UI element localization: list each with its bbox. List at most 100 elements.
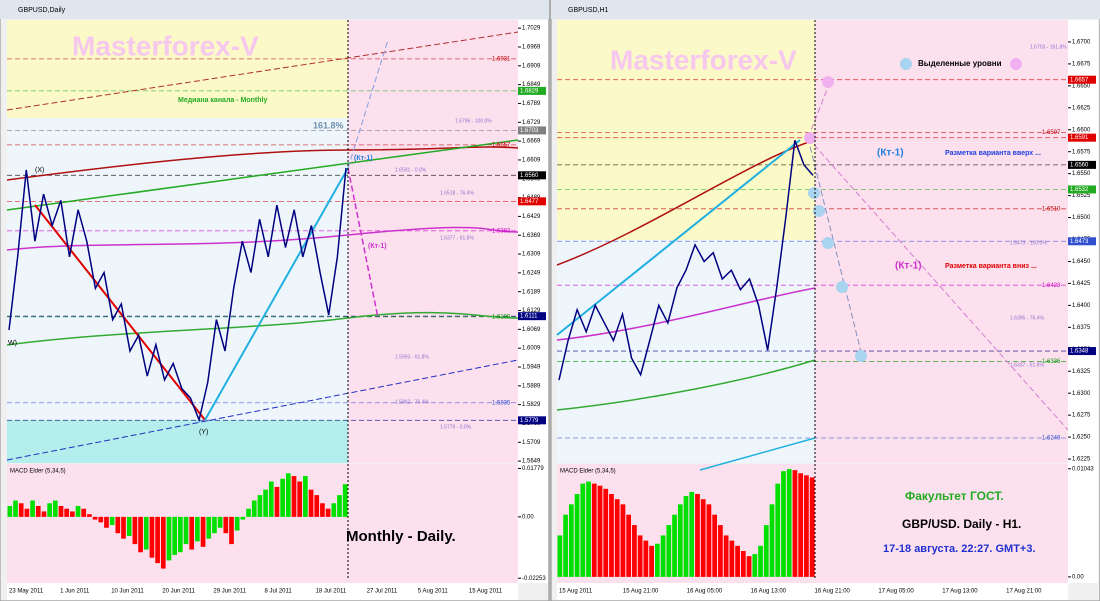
macd-bar	[325, 508, 331, 517]
price-tag-label: 1.6532	[1070, 187, 1089, 193]
macd-bar	[268, 481, 274, 517]
y-tick-label: 1.6549	[522, 176, 541, 182]
fib-label: 1.6518 - 76.4%	[440, 190, 474, 196]
time-axis	[7, 583, 518, 600]
macd-bar	[792, 470, 798, 577]
price-tag-label: 1.6657	[1070, 77, 1089, 83]
watermark: Masterforex-V	[610, 44, 797, 75]
y-tick-label: 0.01043	[1072, 466, 1094, 472]
annotation: (Кт-1)	[368, 243, 387, 250]
macd-bar	[195, 516, 200, 542]
watermark: Masterforex-V	[72, 30, 259, 61]
macd-bar	[603, 488, 609, 577]
macd-bar	[320, 503, 325, 517]
macd-bar	[568, 504, 574, 577]
macd-bar	[291, 476, 297, 517]
price-tag-label: 1.6348	[1070, 349, 1089, 355]
macd-bar	[706, 504, 712, 577]
macd-bar	[620, 504, 626, 577]
x-tick-label: 10 Jun 2011	[111, 589, 144, 595]
macd-bar	[695, 493, 700, 577]
price-tag-label: 1.6591	[1070, 135, 1089, 141]
price-line	[558, 140, 814, 381]
fib-label: 1.6377 - 61.8%	[440, 235, 474, 241]
macd-bar	[155, 516, 160, 564]
time-axis	[557, 583, 1068, 600]
y-tick-label: 1.6225	[1072, 457, 1091, 463]
y-tick-label: 1.6309	[522, 252, 541, 258]
price-tag-label: 1.6597	[1042, 130, 1061, 136]
y-tick-label: 1.6600	[1072, 127, 1091, 133]
price-tag	[1068, 133, 1096, 142]
wave-label: (X)	[35, 167, 44, 174]
y-tick-label: 1.6129	[522, 308, 541, 314]
channel-line	[6, 31, 519, 111]
macd-bar	[591, 483, 597, 577]
macd-bar	[98, 516, 104, 523]
x-tick-label: 1 Jun 2011	[60, 589, 90, 595]
wave-line	[34, 204, 206, 421]
macd-bar	[649, 545, 654, 577]
macd-bar	[285, 473, 291, 517]
macd-bar	[121, 516, 126, 539]
macd-bar	[47, 503, 52, 517]
macd-bar	[18, 503, 24, 517]
wave-projection	[347, 39, 389, 169]
channel-line	[6, 139, 519, 211]
y-tick-label: 1.6325	[1072, 369, 1091, 375]
macd-bar	[212, 516, 217, 534]
caption: Факультет ГОСТ.	[905, 489, 1004, 503]
price-tag	[1068, 75, 1096, 84]
macd-title: MACD Elder (5,34,5)	[10, 469, 66, 475]
price-tag-label: 1.6829	[520, 88, 539, 94]
x-tick-label: 15 Aug 2011	[559, 589, 593, 595]
macd-bar	[240, 516, 246, 520]
macd-bar	[574, 493, 580, 577]
y-tick-label: 0.00	[1072, 574, 1084, 580]
x-tick-label: 16 Aug 21:00	[815, 589, 851, 595]
y-tick-label: 0.01779	[522, 466, 544, 472]
price-tag	[518, 86, 546, 95]
macd-bar	[677, 504, 683, 577]
macd-bar	[729, 540, 735, 577]
y-tick-label: 1.6275	[1072, 413, 1091, 419]
macd-bar	[263, 489, 268, 517]
macd-bar	[58, 505, 64, 517]
y-tick-label: 1.5709	[522, 440, 541, 446]
y-tick-label: 1.6249	[522, 270, 541, 276]
macd-bar	[614, 499, 620, 577]
fib-label: 1.6395 - 76.4%	[1010, 315, 1044, 321]
y-tick-label: 1.6700	[1072, 40, 1091, 46]
x-tick-label: 17 Aug 05:00	[878, 589, 914, 595]
y-tick-label: 1.6909	[522, 63, 541, 69]
y-tick-label: 1.6729	[522, 120, 541, 126]
y-tick-label: 1.5829	[522, 402, 541, 408]
macd-bar	[752, 554, 758, 577]
indicator-lines	[6, 31, 1069, 471]
x-tick-label: 15 Aug 2011	[469, 589, 503, 595]
macd-bar	[308, 489, 314, 517]
macd-bar	[132, 516, 138, 545]
macd-bar	[41, 511, 47, 517]
macd-bar	[643, 540, 649, 577]
wave-label: (Y)	[199, 429, 208, 436]
y-tick-label: 1.6429	[522, 214, 541, 220]
price-tag-label: 1.6560	[520, 173, 539, 179]
macd-bar	[718, 525, 723, 577]
level-dot	[813, 205, 825, 217]
level-dot	[808, 187, 820, 199]
x-tick-label: 20 Jun 2011	[162, 589, 195, 595]
fib-label: 1.5862 - 76.4%	[395, 399, 429, 405]
macd-bar	[297, 481, 303, 517]
macd-bar	[206, 516, 212, 539]
y-tick-label: 1.6069	[522, 327, 541, 333]
macd-bar	[234, 516, 240, 531]
window-title: GBPUSD,H1	[568, 7, 609, 14]
annotation: Медиана канала - Monthly	[178, 97, 267, 104]
y-tick-label: 1.6500	[1072, 215, 1091, 221]
wave-projection	[807, 137, 863, 357]
annotation: Выделенные уровни	[918, 59, 1002, 68]
price-tag-label: 1.6423	[1042, 283, 1061, 289]
